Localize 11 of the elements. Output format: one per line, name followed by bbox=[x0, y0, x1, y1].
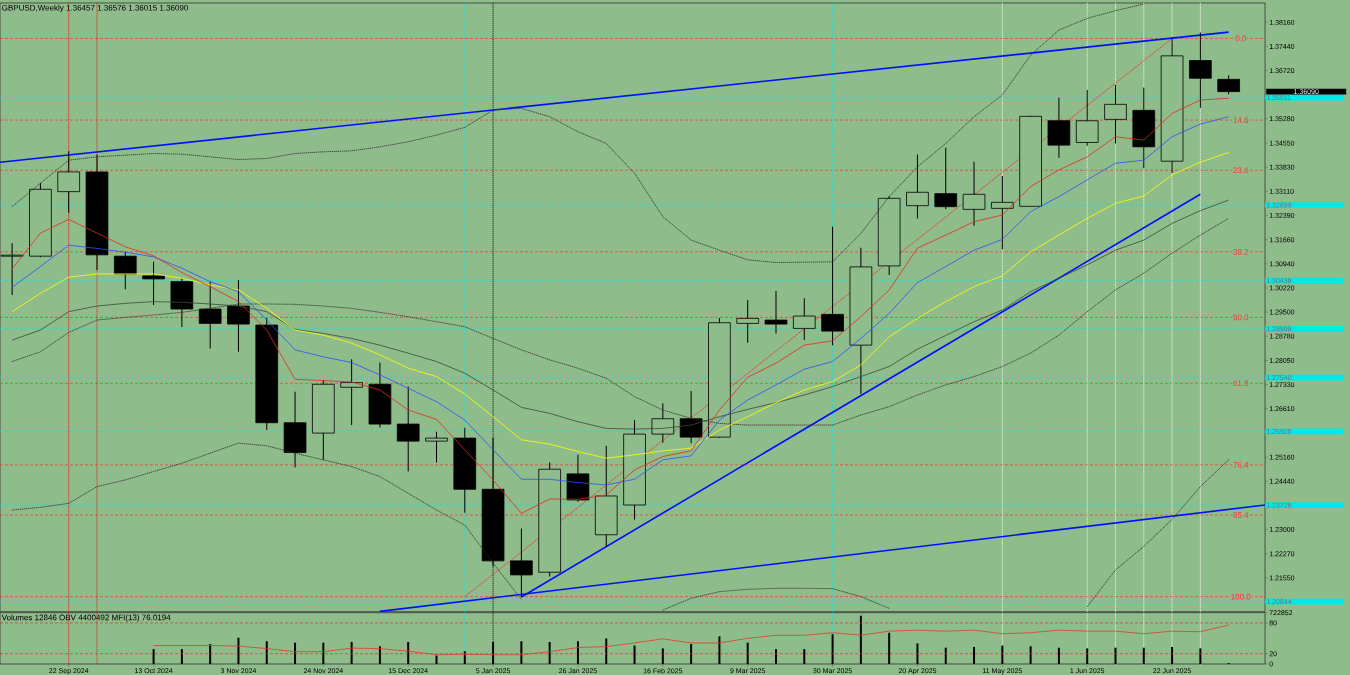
annotation: 76.4 bbox=[1233, 462, 1249, 468]
annotation: 100.0 bbox=[1231, 593, 1251, 600]
annotation: 50.0 bbox=[1233, 314, 1249, 321]
annotation: 0.0 bbox=[1235, 35, 1247, 42]
chart-title: Volumes 12846 OBV 4400492 MFI(13) 76.0194 bbox=[1, 614, 171, 622]
annotation: 85.4 bbox=[1233, 512, 1249, 518]
annotation: 38.2 bbox=[1233, 249, 1249, 255]
annotation: 23.6 bbox=[1233, 167, 1249, 174]
annotation: 61.8 bbox=[1233, 380, 1249, 387]
chart-title: GBPUSD,Weekly 1.36457 1.36576 1.36015 1.36090 bbox=[2, 4, 189, 13]
annotation: 14.6 bbox=[1233, 117, 1249, 123]
